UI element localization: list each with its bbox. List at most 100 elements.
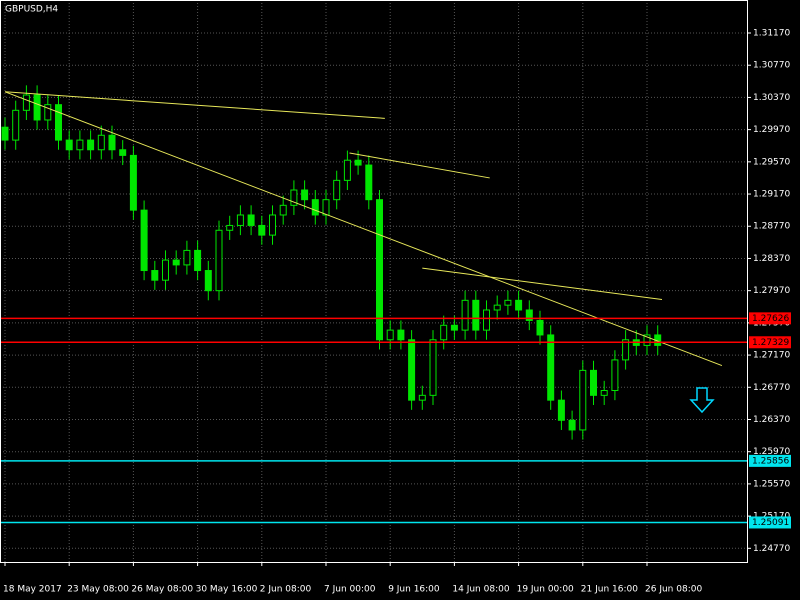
candle-body (493, 304, 501, 311)
candle-body (408, 339, 416, 401)
y-tick-label: 1.25970 (753, 447, 790, 457)
candle-body (525, 309, 533, 321)
candle-body (183, 249, 191, 266)
trendline (422, 267, 663, 301)
candle-body (22, 94, 30, 111)
candle-body (269, 214, 276, 236)
candle-body (579, 369, 587, 431)
x-tick-label: 30 May 16:00 (196, 585, 258, 595)
y-tick-label: 1.29570 (753, 157, 790, 167)
candle-body (515, 299, 523, 311)
y-tick-label: 1.28370 (753, 254, 790, 264)
trendline (4, 91, 723, 367)
y-tick-label: 1.28770 (753, 222, 790, 232)
level-label-bg (749, 454, 791, 467)
y-tick-label: 1.31170 (753, 29, 790, 39)
candle-body (258, 224, 266, 236)
candle-body (611, 359, 619, 392)
candle-body (76, 139, 84, 151)
candle-body (140, 209, 148, 272)
candle-body (236, 214, 244, 226)
candle-body (600, 390, 608, 396)
x-tick-label: 9 Jun 16:00 (388, 585, 440, 595)
x-tick-label: 21 Jun 16:00 (581, 585, 638, 595)
candle-body (172, 259, 180, 266)
candle-body (215, 229, 223, 292)
level-label-bg (749, 516, 791, 529)
candle-body (290, 189, 298, 206)
x-tick-label: 26 May 08:00 (131, 585, 193, 595)
candle-body (429, 339, 437, 396)
chart-title: GBPUSD,H4 (5, 5, 58, 15)
candle-body (440, 324, 448, 341)
candle-body (343, 159, 351, 181)
level-label-bg (749, 336, 791, 349)
candle-body (547, 334, 555, 401)
candle-body (643, 334, 651, 346)
candle-body (386, 329, 394, 341)
candle-body (194, 249, 202, 272)
x-tick-label: 14 Jun 08:00 (452, 585, 509, 595)
candle-body (151, 270, 159, 281)
trendline (4, 91, 385, 119)
candle-body (333, 179, 341, 201)
y-tick-label: 1.25570 (753, 479, 790, 489)
candle-body (504, 299, 512, 306)
candle-body (247, 214, 255, 226)
candle-body (12, 109, 20, 141)
y-tick-label: 1.30770 (753, 61, 790, 71)
candle-body (418, 394, 426, 401)
candle-body (397, 329, 405, 341)
y-tick-label: 1.26770 (753, 383, 790, 393)
trendline (349, 152, 490, 179)
candle-body (279, 204, 287, 216)
level-label: 1.27626 (752, 314, 789, 324)
candle-body (119, 149, 127, 156)
candle-body (65, 139, 73, 151)
x-tick-label: 2 Jun 08:00 (260, 585, 312, 595)
candle-body (44, 104, 52, 121)
level-label-bg (749, 312, 791, 325)
candle-body (226, 224, 234, 231)
candle-body (354, 159, 362, 166)
candle-body (33, 94, 41, 121)
plot-frame (0, 0, 748, 563)
level-label: 1.27329 (752, 338, 789, 348)
candle-body (311, 199, 319, 216)
y-tick-label: 1.26370 (753, 415, 790, 425)
x-tick-label: 26 Jun 08:00 (645, 585, 702, 595)
y-tick-label: 1.27970 (753, 286, 790, 296)
candle-body (472, 299, 480, 331)
candle-body (622, 339, 630, 361)
candle-body (568, 419, 576, 431)
x-tick-label: 23 May 08:00 (67, 585, 129, 595)
x-tick-label: 7 Jun 00:00 (324, 585, 376, 595)
candle-body (129, 154, 137, 211)
candle-body (557, 399, 565, 421)
y-tick-label: 1.29170 (753, 190, 790, 200)
candle-body (365, 164, 373, 201)
candle-body (461, 299, 469, 331)
y-tick-label: 1.30370 (753, 93, 790, 103)
x-tick-label: 19 Jun 00:00 (517, 585, 574, 595)
candle-body (450, 324, 458, 331)
candle-body (301, 189, 309, 201)
candle-body (376, 199, 383, 341)
y-tick-label: 1.24770 (753, 544, 790, 554)
candle-body (87, 139, 95, 151)
level-label: 1.25091 (752, 518, 789, 528)
candle-body (483, 309, 490, 331)
candle-body (322, 199, 330, 216)
candle-body (204, 270, 212, 292)
candle-body (97, 134, 105, 151)
sell-arrow (689, 387, 715, 414)
x-tick-label: 18 May 2017 (3, 585, 62, 595)
candle-body (1, 126, 9, 141)
candle-body (536, 319, 544, 336)
candle-body (55, 104, 62, 141)
y-tick-label: 1.27170 (753, 351, 790, 361)
y-tick-label: 1.29970 (753, 125, 790, 135)
